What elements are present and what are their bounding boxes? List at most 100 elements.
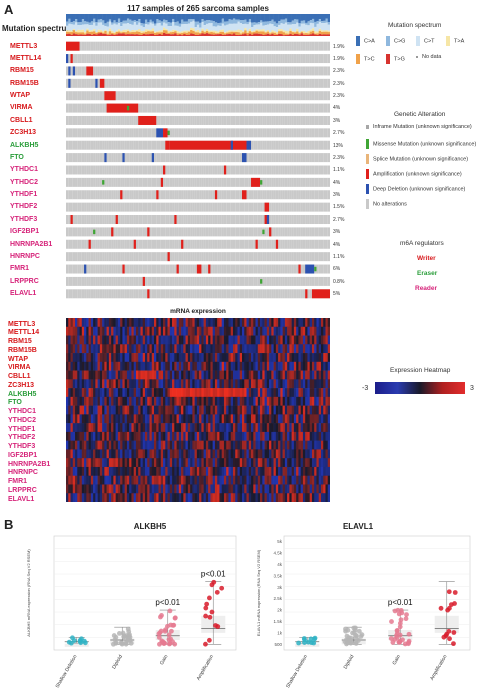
heatmap-cell (133, 353, 137, 363)
oncoprint-cell (280, 202, 283, 212)
spectrum-segment (289, 33, 292, 36)
spectrum-segment (316, 14, 320, 22)
heatmap-cell (239, 379, 243, 389)
spectrum-segment (269, 33, 272, 35)
heatmap-cell (230, 423, 234, 433)
heatmap-cell (246, 423, 250, 433)
heatmap-cell (300, 344, 304, 354)
oncoprint-cell (88, 227, 91, 237)
oncoprint-cell (190, 103, 193, 113)
heatmap-cell (77, 388, 80, 398)
spectrum-segment (147, 24, 150, 30)
heatmap-cell (282, 344, 286, 354)
spectrum-segment (237, 29, 241, 33)
spectrum-segment (196, 29, 200, 33)
oncoprint-cell (144, 252, 148, 262)
oncoprint-cell (208, 227, 211, 237)
oncoprint-cell (160, 264, 164, 274)
heatmap-cell (235, 370, 238, 380)
oncoprint-cell (327, 41, 330, 51)
spectrum-segment (142, 14, 146, 24)
oncoprint-cell (138, 227, 141, 237)
heatmap-cell (289, 405, 292, 415)
spectrum-segment (95, 25, 98, 33)
oncoprint-cell (68, 289, 71, 299)
oncoprint-cell (257, 54, 261, 64)
heatmap-cell (122, 431, 125, 441)
oncoprint-cell (223, 66, 227, 76)
heatmap-cell (244, 335, 247, 345)
heatmap-cell (228, 344, 232, 354)
heatmap-cell (169, 370, 173, 380)
spectrum-segment (257, 14, 261, 23)
oncoprint-cell (217, 239, 220, 249)
oncoprint-cell (248, 264, 252, 274)
oncoprint-cell (140, 227, 143, 237)
spectrum-segment (212, 14, 216, 22)
oncoprint-cell (219, 289, 222, 299)
heatmap-cell (115, 326, 119, 336)
oncoprint-cell (183, 54, 186, 64)
heatmap-cell (120, 370, 123, 380)
mutation-spectrum-row-label: Mutation spectrum (2, 24, 74, 33)
oncoprint-cell (246, 128, 249, 138)
oncoprint-cell (246, 78, 249, 88)
spectrum-segment (219, 34, 222, 36)
oncoprint-cell (293, 78, 297, 88)
oncoprint-alteration (305, 289, 308, 299)
heatmap-cell (111, 423, 114, 433)
oncoprint-cell (176, 41, 179, 51)
oncoprint-cell (217, 202, 220, 212)
oncoprint-cell (97, 202, 100, 212)
oncoprint-cell (246, 289, 249, 299)
spectrum-segment (264, 21, 268, 26)
heatmap-cell (219, 344, 222, 354)
oncoprint-cell (160, 115, 164, 125)
heatmap-cell (79, 370, 83, 380)
oncoprint-cell (251, 153, 254, 163)
oncoprint-cell (66, 202, 69, 212)
heatmap-cell (142, 326, 146, 336)
heatmap-cell (323, 335, 326, 345)
oncoprint-cell (84, 276, 87, 286)
spectrum-segment (77, 22, 80, 26)
oncoprint-cell (296, 54, 299, 64)
oncoprint-cell (199, 202, 202, 212)
spectrum-segment (264, 31, 268, 33)
oncoprint-cell (102, 239, 105, 249)
oncoprint-cell (323, 103, 326, 113)
heatmap-cell (108, 414, 112, 424)
oncoprint-cell (77, 289, 80, 299)
oncoprint-cell (264, 276, 267, 286)
oncoprint-cell (142, 103, 145, 113)
oncoprint-cell (260, 66, 263, 76)
oncoprint-cell (178, 66, 182, 76)
heatmap-cell (160, 335, 164, 345)
oncoprint-cell (309, 140, 312, 150)
spectrum-segment (266, 21, 270, 25)
heatmap-cell (75, 326, 78, 336)
heatmap-cell (117, 344, 121, 354)
oncoprint-cell (194, 227, 197, 237)
spectrum-segment (106, 14, 110, 22)
heatmap-cell (95, 423, 98, 433)
oncoprint-cell (239, 66, 242, 76)
heatmap-cell (144, 335, 148, 345)
spectrum-segment (235, 19, 238, 24)
oncoprint-cell (88, 128, 91, 138)
spectrum-segment (140, 14, 144, 24)
heatmap-cell (88, 326, 92, 336)
spectrum-segment (129, 19, 132, 25)
oncoprint-cell (75, 66, 78, 76)
heatmap-cell (68, 344, 71, 354)
heatmap-cell (316, 335, 320, 345)
heatmap-cell (214, 431, 218, 441)
oncoprint-cell (210, 215, 213, 225)
oncoprint-cell (201, 66, 204, 76)
oncoprint-cell (178, 252, 182, 262)
heatmap-cell (75, 388, 78, 398)
spectrum-segment (68, 18, 71, 24)
oncoprint-cell (102, 202, 105, 212)
oncoprint-cell (278, 190, 281, 200)
heatmap-cell (115, 361, 119, 371)
